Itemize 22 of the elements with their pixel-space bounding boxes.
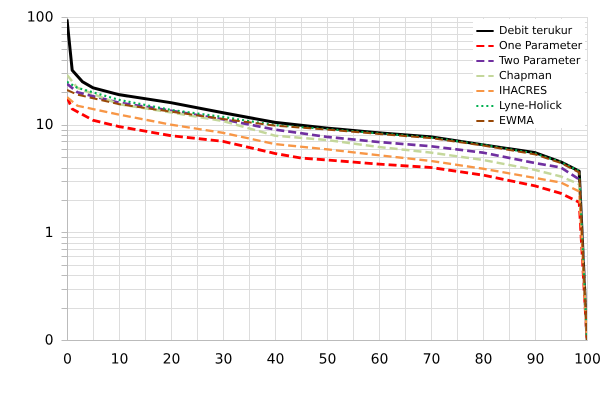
x-tick-label: 90 (526, 352, 544, 368)
x-tick-label: 10 (110, 352, 128, 368)
x-tick-label: 60 (370, 352, 388, 368)
x-tick-label: 0 (63, 352, 72, 368)
x-tick-label: 50 (318, 352, 336, 368)
legend-label: Two Parameter (498, 54, 581, 67)
x-tick-label: 70 (422, 352, 440, 368)
legend-label: IHACRES (499, 84, 548, 97)
legend-label: EWMA (499, 114, 534, 127)
legend-label: One Parameter (499, 39, 583, 52)
y-tick-label: 100 (26, 10, 54, 26)
y-tick-label: 0 (44, 332, 54, 348)
x-tick-label: 40 (266, 352, 284, 368)
y-tick-label: 1 (44, 224, 54, 241)
x-tick-label: 80 (474, 352, 492, 368)
x-tick-label: 30 (214, 352, 232, 368)
y-tick-label: 10 (36, 117, 54, 134)
legend-label: Chapman (499, 69, 552, 82)
x-tick-label: 20 (162, 352, 180, 368)
legend-label: Debit terukur (499, 24, 573, 37)
x-tick-label: 100 (574, 352, 601, 368)
legend-label: Lyne-Holick (499, 99, 562, 112)
